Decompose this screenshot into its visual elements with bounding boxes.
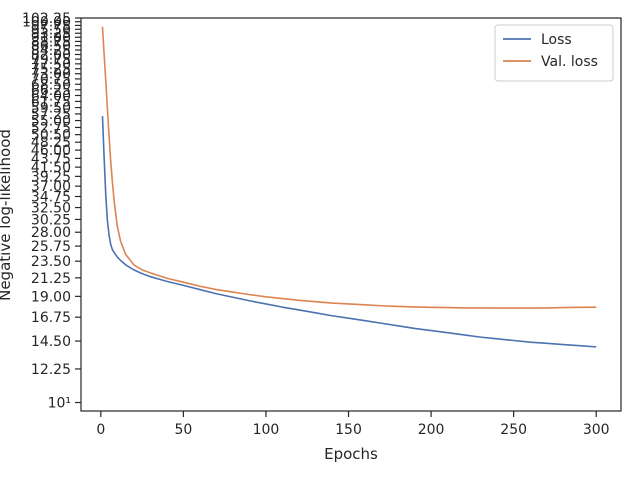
y-axis-title: Negative log-likelihood	[0, 129, 14, 301]
series-line-loss	[101, 116, 597, 348]
y-tick-label: 48.25	[31, 135, 71, 151]
y-tick-label: 86.50	[31, 39, 71, 55]
y-tick-label: 34.75	[31, 190, 71, 206]
y-tick-label: 52.75	[31, 120, 71, 136]
y-tick-label: 61.75	[31, 94, 71, 110]
y-tick-label: 75.25	[31, 62, 71, 78]
legend-label: Loss	[541, 32, 572, 48]
y-tick-label: 93.25	[31, 26, 71, 42]
y-tick-label: 68.50	[31, 77, 71, 93]
x-tick-label: 250	[500, 422, 527, 438]
y-tick-label: 55.00	[31, 114, 71, 130]
y-tick-label: 57.25	[31, 107, 71, 123]
x-tick-label: 300	[583, 422, 610, 438]
y-tick-label: 39.25	[31, 169, 71, 185]
y-axis: 10¹ 12.25 14.50 16.75 19.00 21.2523.5025.7528…	[22, 11, 81, 412]
x-tick-label: 150	[335, 422, 362, 438]
x-tick-label: 50	[174, 422, 192, 438]
plot-frame	[80, 17, 622, 412]
y-tick-label: 73.00	[31, 67, 71, 83]
x-tick-label: 100	[253, 422, 280, 438]
y-tick-label: 88.75	[31, 34, 71, 50]
y-tick-label: 59.50	[31, 101, 71, 117]
y-tick-label: 28.00	[31, 225, 71, 241]
legend: Loss Val. loss	[494, 24, 614, 82]
y-tick-label: 70.75	[31, 72, 71, 88]
y-tick-label: 43.75	[31, 151, 71, 167]
y-tick-label: 21.25	[31, 271, 71, 287]
legend-label: Val. loss	[541, 54, 598, 70]
y-tick-label: 84.25	[31, 43, 71, 59]
y-tick-label: 77.50	[31, 57, 71, 73]
y-tick-label: 19.00	[31, 289, 71, 305]
y-tick-label: 32.50	[31, 201, 71, 217]
y-tick-label: 41.50	[31, 160, 71, 176]
y-tick-label: 46.00	[31, 143, 71, 159]
y-tick-label: 25.75	[31, 239, 71, 255]
y-tick-label: 97.75	[31, 18, 71, 34]
y-tick-label: 30.25	[31, 212, 71, 228]
y-tick-label: 12.25	[31, 362, 71, 378]
y-tick-label: 16.75	[31, 310, 71, 326]
y-tick-label: 23.50	[31, 254, 71, 270]
y-tick-label: 91.00	[31, 30, 71, 46]
y-tick-label: 100.00	[22, 15, 71, 31]
x-tick-label: 200	[418, 422, 445, 438]
y-tick-label: 64.00	[31, 88, 71, 104]
x-axis: 0 50 100 150 200 250 300	[96, 411, 610, 438]
y-tick-label: 37.00	[31, 179, 71, 195]
y-tick-label: 14.50	[31, 334, 71, 350]
x-tick-label: 0	[96, 422, 105, 438]
y-tick-label: 95.50	[31, 22, 71, 38]
y-tick-label: 82.00	[31, 48, 71, 64]
series-line-val-loss	[101, 26, 597, 309]
y-tick-label: 102.25	[22, 11, 71, 27]
x-axis-title: Epochs	[324, 445, 378, 463]
y-tick-label: 50.50	[31, 128, 71, 144]
y-tick-label: 10¹	[48, 396, 71, 412]
series-layer	[101, 26, 597, 348]
y-tick-label: 66.25	[31, 83, 71, 99]
y-tick-label: 79.75	[31, 52, 71, 68]
